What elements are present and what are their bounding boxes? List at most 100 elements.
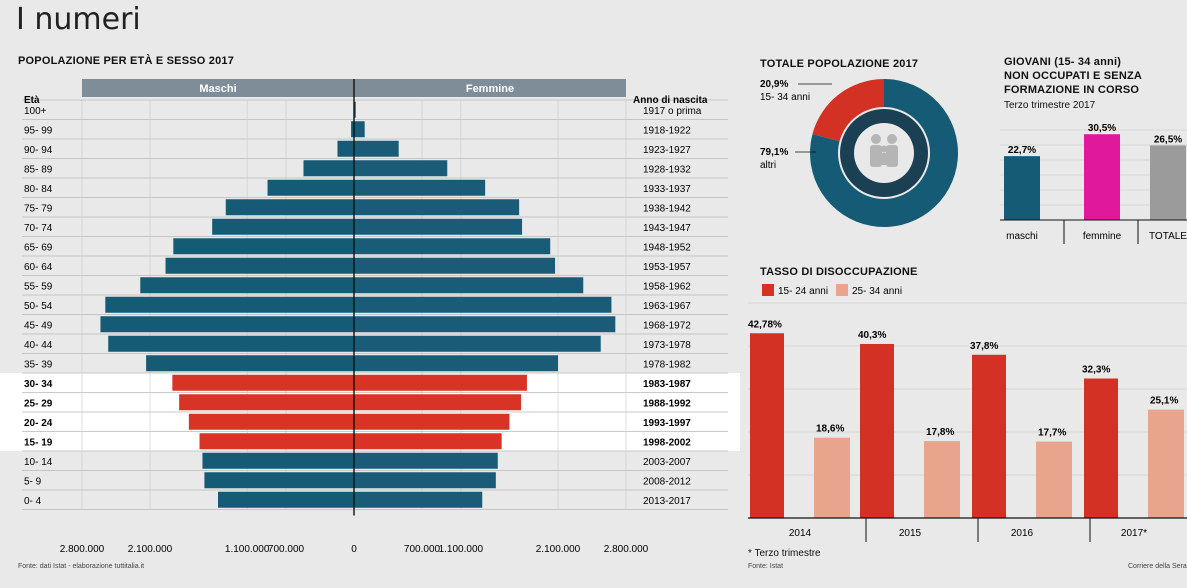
age-group-label: 80- 84	[24, 184, 53, 195]
population-pyramid-chart: Maschi Femmine Età Anno di nascita 100+ 1917 …	[0, 79, 740, 555]
male-bar	[146, 355, 354, 372]
x-tick-label: 1.100.000	[225, 544, 270, 555]
neet-category-label: maschi	[1006, 231, 1038, 242]
youth-title-1: GIOVANI (15- 34 anni)	[1004, 56, 1122, 68]
child-body	[880, 153, 888, 165]
x-tick-label: 0	[351, 544, 357, 555]
unemployment-chart: 15- 24 anni 25- 34 anni 42,78% 18,6% 2014 40,…	[748, 284, 1187, 542]
male-bar	[267, 179, 354, 196]
person-head	[887, 134, 897, 144]
people-icon	[870, 134, 898, 167]
donut-slice	[812, 79, 884, 142]
year-label: 2016	[1011, 528, 1034, 539]
year-label: 2014	[789, 528, 812, 539]
female-bar	[354, 296, 612, 313]
age-group-label: 55- 59	[24, 282, 53, 293]
neet-category-label: femmine	[1083, 231, 1122, 242]
bar-15-24	[1084, 378, 1118, 518]
neet-category-label: TOTALE	[1149, 231, 1187, 242]
youth-subtitle: Terzo trimestre 2017	[1004, 100, 1096, 111]
female-bar	[354, 413, 510, 430]
male-bar	[105, 296, 354, 313]
males-label: Maschi	[199, 83, 236, 95]
value-label-15-24: 32,3%	[1082, 365, 1110, 376]
x-tick-label: 2.100.000	[536, 544, 581, 555]
value-label-25-34: 18,6%	[816, 424, 844, 435]
neet-value-label: 22,7%	[1008, 145, 1036, 156]
age-group-label: 10- 14	[24, 457, 53, 468]
male-bar	[100, 316, 354, 333]
bar-15-24	[750, 333, 784, 518]
birth-year-label: 1938-1942	[643, 204, 691, 215]
bar-25-34	[924, 441, 960, 518]
male-bar	[225, 199, 354, 216]
female-bar	[354, 257, 556, 274]
male-bar	[351, 121, 354, 138]
legend-swatch-15-24	[762, 284, 774, 296]
birth-year-label: 1923-1927	[643, 145, 691, 156]
age-group-label: 45- 49	[24, 321, 53, 332]
bar-25-34	[1148, 409, 1184, 518]
pyramid-title: POPOLAZIONE PER ETÀ E SESSO 2017	[18, 55, 235, 67]
male-bar	[173, 238, 354, 255]
legend-label-25-34: 25- 34 anni	[852, 286, 902, 297]
birth-year-label: 1963-1967	[643, 301, 691, 312]
male-bar	[165, 257, 354, 274]
birth-year-label: 1978-1982	[643, 360, 691, 371]
x-tick-label: 700.000	[404, 544, 441, 555]
page-title: I numeri	[16, 2, 141, 37]
x-tick-label: 2.800.000	[60, 544, 105, 555]
female-bar	[354, 218, 523, 235]
value-label-25-34: 17,7%	[1038, 428, 1066, 439]
value-label-15-24: 40,3%	[858, 330, 886, 341]
bar-15-24	[860, 343, 894, 518]
female-bar	[354, 199, 520, 216]
birth-year-label: 1998-2002	[643, 438, 691, 449]
female-bar	[354, 277, 584, 294]
female-bar	[354, 433, 502, 450]
female-bar	[354, 452, 498, 469]
male-bar	[188, 413, 354, 430]
birth-year-label: 1973-1978	[643, 340, 691, 351]
female-bar	[354, 394, 522, 411]
male-bar	[172, 374, 354, 391]
female-bar	[354, 472, 496, 489]
unemp-title: TASSO DI DISOCCUPAZIONE	[760, 266, 918, 278]
age-group-label: 50- 54	[24, 301, 53, 312]
male-bar	[303, 160, 354, 177]
male-bar	[212, 218, 354, 235]
legend-label-15-24: 15- 24 anni	[778, 286, 828, 297]
year-label: 2017*	[1121, 528, 1147, 539]
age-group-label: 100+	[24, 106, 47, 117]
value-label-15-24: 37,8%	[970, 341, 998, 352]
females-label: Femmine	[466, 83, 514, 95]
value-label-25-34: 17,8%	[926, 427, 954, 438]
age-group-label: 65- 69	[24, 243, 53, 254]
male-bar	[202, 452, 354, 469]
birth-year-label: 1948-1952	[643, 243, 691, 254]
age-group-label: 5- 9	[24, 477, 42, 488]
female-bar	[354, 238, 551, 255]
others-slice-label: altri	[760, 160, 776, 171]
youth-slice-label: 15- 34 anni	[760, 92, 810, 103]
age-group-label: 20- 24	[24, 418, 53, 429]
male-bar	[140, 277, 354, 294]
age-group-label: 35- 39	[24, 360, 53, 371]
birth-year-label: 1988-1992	[643, 399, 691, 410]
total-population-donut: 20,9% 15- 34 anni 79,1% altri	[760, 79, 958, 227]
donut-slice	[810, 79, 958, 227]
bar-15-24	[972, 354, 1006, 518]
person-body	[886, 145, 898, 167]
x-tick-label: 2.800.000	[604, 544, 649, 555]
youth-slice-value: 20,9%	[760, 79, 788, 90]
female-bar	[354, 160, 448, 177]
birth-year-label: 2013-2017	[643, 496, 691, 507]
age-axis-label: Età	[24, 95, 40, 106]
male-bar	[108, 335, 354, 352]
female-bar	[354, 355, 558, 372]
age-group-label: 30- 34	[24, 379, 53, 390]
male-bar	[204, 472, 354, 489]
female-bar	[354, 179, 486, 196]
neet-bar	[1150, 145, 1186, 220]
x-tick-label: 2.100.000	[128, 544, 173, 555]
